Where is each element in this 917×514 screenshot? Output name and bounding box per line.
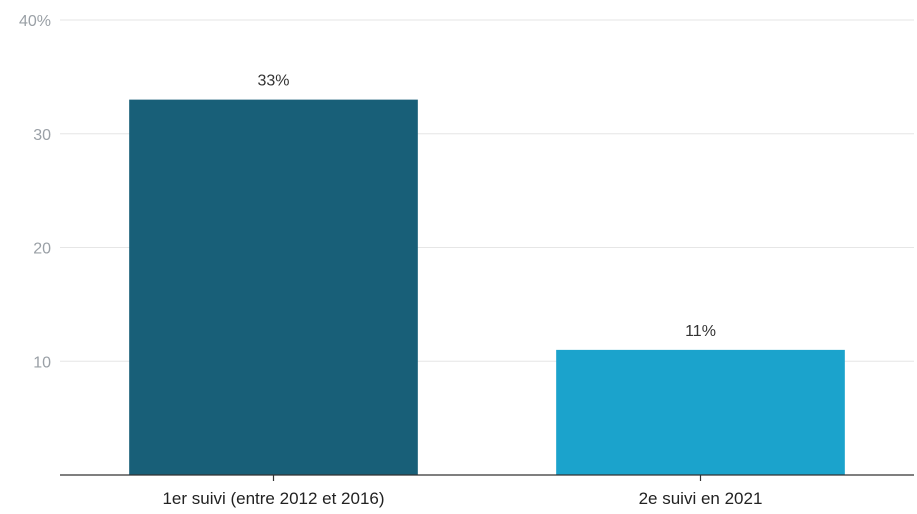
bar-2 [556,349,845,475]
y-tick-label-10: 10 [33,354,51,371]
data-label-2: 11% [685,323,716,340]
data-label-1: 33% [257,73,289,90]
y-axis-tick-labels: 10 20 30 40% [19,13,51,371]
bar-1 [129,99,418,475]
y-tick-label-40: 40% [19,13,51,30]
x-category-label-1: 1er suivi (entre 2012 et 2016) [162,489,384,508]
x-category-label-2: 2e suivi en 2021 [639,489,763,508]
x-axis-ticks [272,475,702,481]
data-labels: 33% 11% [257,73,715,340]
y-tick-label-30: 30 [33,127,51,144]
y-tick-label-20: 20 [33,241,51,258]
bars [129,99,845,475]
x-axis-category-labels: 1er suivi (entre 2012 et 2016) 2e suivi e… [162,489,762,508]
